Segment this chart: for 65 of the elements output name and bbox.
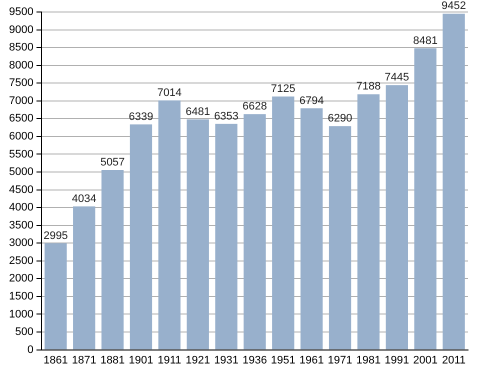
y-tick-label: 5000 <box>8 166 34 178</box>
x-tick-label: 1911 <box>158 354 182 366</box>
x-tick-label: 2001 <box>413 354 438 366</box>
y-tick-label: 4500 <box>8 184 34 196</box>
y-tick-label: 0 <box>27 344 34 356</box>
data-label: 2995 <box>43 230 68 242</box>
y-tick-label: 7500 <box>8 77 34 90</box>
x-tick-label: 1881 <box>100 354 125 366</box>
y-tick-label: 8000 <box>8 59 34 72</box>
bar <box>300 108 323 350</box>
bar <box>244 114 266 350</box>
y-tick-label: 5500 <box>8 148 34 160</box>
y-tick-label: 1000 <box>8 308 34 320</box>
x-tick-label: 1951 <box>270 354 296 366</box>
bar <box>73 206 96 350</box>
x-tick-label: 1861 <box>43 354 68 366</box>
data-label: 6628 <box>242 100 267 113</box>
data-label: 8481 <box>413 34 438 47</box>
x-tick-label: 1981 <box>356 354 381 366</box>
bar <box>272 96 294 350</box>
bar <box>158 100 181 350</box>
bar <box>130 124 152 350</box>
data-label: 7014 <box>157 86 182 99</box>
y-tick-label: 6000 <box>8 130 34 142</box>
x-tick-label: 1901 <box>128 354 154 366</box>
y-tick-label: 7000 <box>8 94 34 107</box>
bar <box>101 170 124 350</box>
bar <box>186 119 209 350</box>
x-tick-label: 1991 <box>384 354 410 366</box>
data-label: 6339 <box>128 110 154 123</box>
y-tick-label: 3500 <box>8 219 34 232</box>
data-label: 9452 <box>442 0 466 12</box>
x-tick-label: 1961 <box>299 354 324 366</box>
x-tick-label: 1921 <box>186 354 210 366</box>
y-tick-label: 8500 <box>8 42 34 54</box>
y-tick-label: 4000 <box>8 202 34 214</box>
x-tick-label: 1871 <box>72 354 96 366</box>
bar <box>44 243 67 350</box>
x-tick-label: 1936 <box>242 354 267 366</box>
y-tick-label: 2000 <box>8 272 34 285</box>
data-label: 6290 <box>328 112 352 125</box>
bar <box>414 48 436 350</box>
x-tick-label: 1971 <box>328 354 352 366</box>
data-label: 6353 <box>214 110 239 122</box>
data-label: 4034 <box>72 192 96 205</box>
bar <box>328 126 352 350</box>
y-tick-label: 9500 <box>8 6 34 18</box>
y-tick-label: 9000 <box>8 24 34 36</box>
x-tick-label: 1931 <box>214 354 239 366</box>
y-tick-label: 2500 <box>8 254 34 267</box>
data-label: 7125 <box>270 82 296 95</box>
data-label: 6794 <box>299 94 324 107</box>
bar <box>386 85 408 350</box>
data-label: 7188 <box>356 80 381 93</box>
y-tick-label: 1500 <box>8 290 34 302</box>
bar <box>357 94 380 350</box>
data-label: 6481 <box>186 106 210 118</box>
data-label: 5057 <box>100 156 125 169</box>
bar <box>442 14 465 350</box>
y-tick-label: 6500 <box>8 112 34 125</box>
y-tick-label: 500 <box>15 326 34 338</box>
data-label: 7445 <box>384 72 410 84</box>
y-tick-label: 3000 <box>8 237 34 250</box>
x-tick-label: 2011 <box>442 354 466 366</box>
bar <box>215 124 238 350</box>
